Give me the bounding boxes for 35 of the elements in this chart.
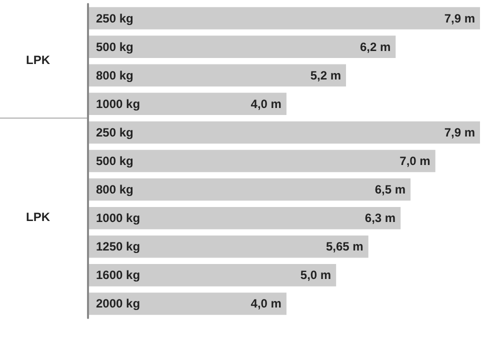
y-tick-label: 250 kg bbox=[96, 11, 134, 26]
data-label: 7,0 m bbox=[400, 154, 430, 168]
y-tick-label: 500 kg bbox=[96, 40, 134, 54]
y-tick-label: 1250 kg bbox=[96, 240, 140, 254]
text: LPK bbox=[26, 210, 50, 224]
y-tick-label: 1000 kg bbox=[96, 211, 140, 226]
data-label: 7,9 m bbox=[444, 11, 475, 26]
y-tick-label: 250 kg bbox=[96, 125, 134, 140]
data-label: 5,2 m bbox=[310, 68, 342, 82]
data-label: 5,65 m bbox=[326, 240, 364, 254]
data-label: 6,5 m bbox=[374, 182, 406, 197]
y-tick-label: 800 kg bbox=[96, 182, 134, 197]
y-tick-label: 1600 kg bbox=[96, 268, 140, 282]
bar bbox=[88, 206, 401, 230]
bar bbox=[88, 292, 286, 315]
bar bbox=[88, 236, 368, 258]
y-tick-label: 800 kg bbox=[96, 68, 134, 82]
bar bbox=[88, 92, 286, 116]
y-tick-label: 1000 kg bbox=[96, 96, 140, 111]
bar bbox=[88, 264, 336, 286]
y-tick-label: 2000 kg bbox=[96, 296, 140, 311]
data-label: 6,3 m bbox=[364, 211, 396, 226]
bar bbox=[88, 36, 396, 58]
bar bbox=[88, 178, 411, 201]
data-label: 4,0 m bbox=[250, 296, 282, 311]
data-label: 5,0 m bbox=[300, 268, 332, 282]
y-tick-label: 500 kg bbox=[96, 154, 134, 168]
bar bbox=[88, 7, 480, 30]
bar bbox=[88, 150, 436, 172]
data-label: 4,0 m bbox=[250, 96, 282, 111]
bar bbox=[88, 64, 346, 86]
data-label: 6,2 m bbox=[360, 40, 391, 54]
bar bbox=[88, 121, 480, 144]
text: LPK bbox=[26, 53, 50, 68]
data-label: 7,9 m bbox=[444, 125, 475, 140]
